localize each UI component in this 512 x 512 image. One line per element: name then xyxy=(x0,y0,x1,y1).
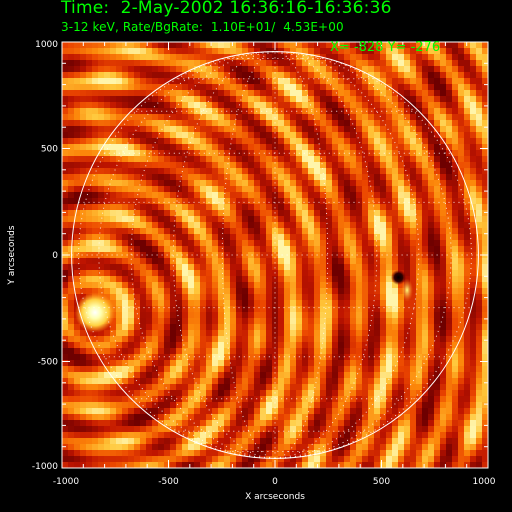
heliographic-grid xyxy=(71,51,479,459)
cursor-x-label: X= xyxy=(330,40,350,55)
y-tick-label-4: 1000 xyxy=(35,40,58,50)
x-tick-label-3: 500 xyxy=(373,477,390,487)
solar-limb-circle xyxy=(71,51,479,459)
flare-source-0 xyxy=(74,292,116,333)
cursor-readout: X= -828 Y= -276 xyxy=(330,40,440,55)
x-tick-label-1: -500 xyxy=(158,477,179,487)
x-tick-label-4: 1000 xyxy=(473,477,496,487)
x-tick-label-0: -1000 xyxy=(53,477,79,487)
y-axis-label: Y arcseconds xyxy=(7,225,17,285)
y-tick-label-1: -500 xyxy=(38,358,59,368)
observation-date: 2-May-2002 xyxy=(120,0,224,18)
heatmap-image xyxy=(62,42,488,468)
bright-source-1 xyxy=(401,278,414,302)
rate-label: Rate/BgRate: xyxy=(122,20,203,34)
cursor-y-value: -276 xyxy=(410,40,441,55)
rate-header: 3-12 keV, Rate/BgRate: 1.10E+01/ 4.53E+0… xyxy=(61,20,344,34)
longitude-line xyxy=(274,51,473,459)
time-range: 16:36:16-16:36:36 xyxy=(229,0,392,18)
cursor-x-value: -828 xyxy=(353,40,384,55)
y-tick-label-3: 500 xyxy=(41,145,58,155)
axis-ticks xyxy=(61,41,489,469)
time-header: Time: 2-May-2002 16:36:16-16:36:36 xyxy=(61,0,392,18)
y-tick-label-0: -1000 xyxy=(32,462,58,472)
dark-source-1 xyxy=(390,269,407,286)
bg-rate-value: 4.53E+00 xyxy=(283,20,344,34)
flare-sources xyxy=(74,269,414,333)
cursor-y-label: Y= xyxy=(387,40,407,55)
x-tick-label-2: 0 xyxy=(272,477,278,487)
longitude-line xyxy=(77,51,276,459)
energy-band: 3-12 keV, xyxy=(61,20,119,34)
rate-value: 1.10E+01/ xyxy=(210,20,276,34)
time-label: Time: xyxy=(61,0,110,18)
x-axis-label: X arcseconds xyxy=(245,492,305,502)
y-tick-label-2: 0 xyxy=(52,251,58,261)
